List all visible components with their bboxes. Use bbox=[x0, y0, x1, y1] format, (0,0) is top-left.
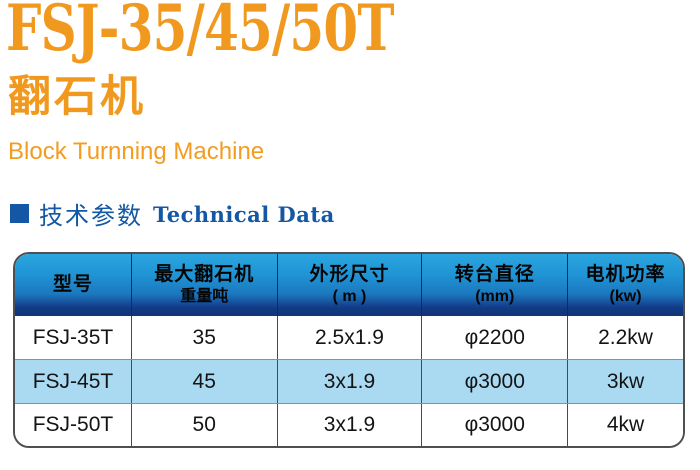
header-cell-max-weight: 最大翻石机 重量吨 bbox=[132, 254, 278, 316]
cell-turntable-diameter: φ3000 bbox=[422, 404, 569, 446]
cell-max-weight: 50 bbox=[132, 404, 278, 446]
cell-max-weight: 35 bbox=[132, 316, 278, 359]
subtitle-chinese: 翻石机 bbox=[8, 73, 146, 121]
header-sublabel: (kw) bbox=[609, 287, 642, 305]
header-label: 最大翻石机 bbox=[154, 263, 255, 285]
header-sublabel: 重量吨 bbox=[180, 287, 229, 305]
subtitle-english: Block Turnning Machine bbox=[8, 138, 265, 165]
cell-max-weight: 45 bbox=[132, 360, 278, 403]
header-label: 转台直径 bbox=[454, 263, 535, 285]
cell-model: FSJ-50T bbox=[15, 404, 132, 446]
cell-motor-power: 4kw bbox=[606, 413, 645, 436]
square-bullet-icon bbox=[10, 204, 29, 223]
cell-model: FSJ-35T bbox=[15, 316, 132, 359]
cell-dimensions: 3x1.9 bbox=[278, 360, 423, 403]
cell-dimensions: 3x1.9 bbox=[278, 404, 423, 446]
cell-turntable-diameter: φ3000 bbox=[422, 360, 569, 403]
cell-model: FSJ-45T bbox=[15, 360, 132, 403]
header-label: 型号 bbox=[52, 274, 93, 296]
header-cell-motor-power: 电机功率 (kw) bbox=[568, 254, 683, 316]
header-sublabel: (mm) bbox=[475, 287, 515, 305]
technical-data-table: 型号 最大翻石机 重量吨 外形尺寸 ( m ) 转台直径 (mm) 电机功率 (… bbox=[13, 252, 685, 448]
cell-motor-power: 3kw bbox=[606, 369, 645, 393]
cell-turntable-diameter: φ2200 bbox=[422, 316, 569, 359]
header-label: 外形尺寸 bbox=[309, 263, 390, 285]
section-heading-en: Technical Data bbox=[153, 202, 335, 227]
header-cell-dimensions: 外形尺寸 ( m ) bbox=[278, 254, 423, 316]
header-sublabel: ( m ) bbox=[332, 287, 367, 305]
table-row: FSJ-35T 35 2.5x1.9 φ2200 2.2kw bbox=[15, 316, 683, 359]
section-heading-zh: 技术参数 bbox=[39, 203, 143, 230]
cell-dimensions: 2.5x1.9 bbox=[278, 316, 423, 359]
page-title: FSJ-35/45/50T bbox=[6, 0, 394, 66]
cell-motor-power: 2.2kw bbox=[598, 325, 653, 349]
header-cell-model: 型号 bbox=[15, 254, 132, 316]
header-label: 电机功率 bbox=[585, 263, 666, 285]
table-header-row: 型号 最大翻石机 重量吨 外形尺寸 ( m ) 转台直径 (mm) 电机功率 (… bbox=[15, 254, 683, 316]
table-row: FSJ-45T 45 3x1.9 φ3000 3kw bbox=[15, 359, 683, 403]
table-row: FSJ-50T 50 3x1.9 φ3000 4kw bbox=[15, 403, 683, 446]
header-cell-turntable-diameter: 转台直径 (mm) bbox=[422, 254, 569, 316]
section-heading: 技术参数 Technical Data bbox=[10, 196, 335, 231]
